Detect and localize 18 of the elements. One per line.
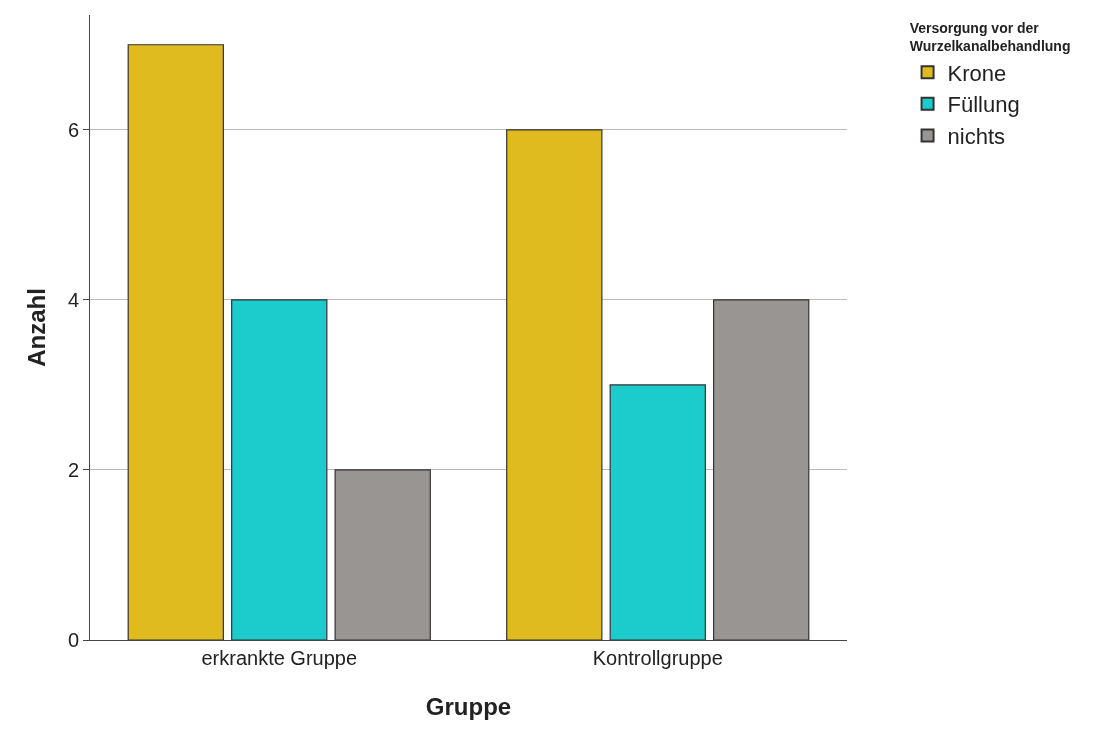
y-tick-label: 0 (67, 629, 79, 651)
x-axis-title: Gruppe (425, 693, 512, 721)
legend-label: Füllung (947, 92, 1020, 118)
x-tick-label: erkrankte Gruppe (201, 647, 358, 669)
y-axis-title: Anzahl (22, 288, 50, 367)
legend-label: nichts (947, 123, 1006, 149)
y-tick-label: 2 (67, 458, 79, 481)
legend-label: Krone (947, 60, 1007, 86)
bar (127, 44, 224, 640)
x-tick-label: Kontrollgruppe (592, 647, 723, 669)
bar (713, 299, 810, 640)
bar (231, 299, 328, 640)
bar (334, 469, 431, 640)
legend-title: Versorgung vor der Wurzelkanalbehandlung (909, 20, 1071, 55)
y-tick-label: 6 (67, 118, 79, 141)
bar (609, 384, 706, 640)
bar (506, 129, 603, 640)
y-tick-label: 4 (67, 288, 79, 311)
